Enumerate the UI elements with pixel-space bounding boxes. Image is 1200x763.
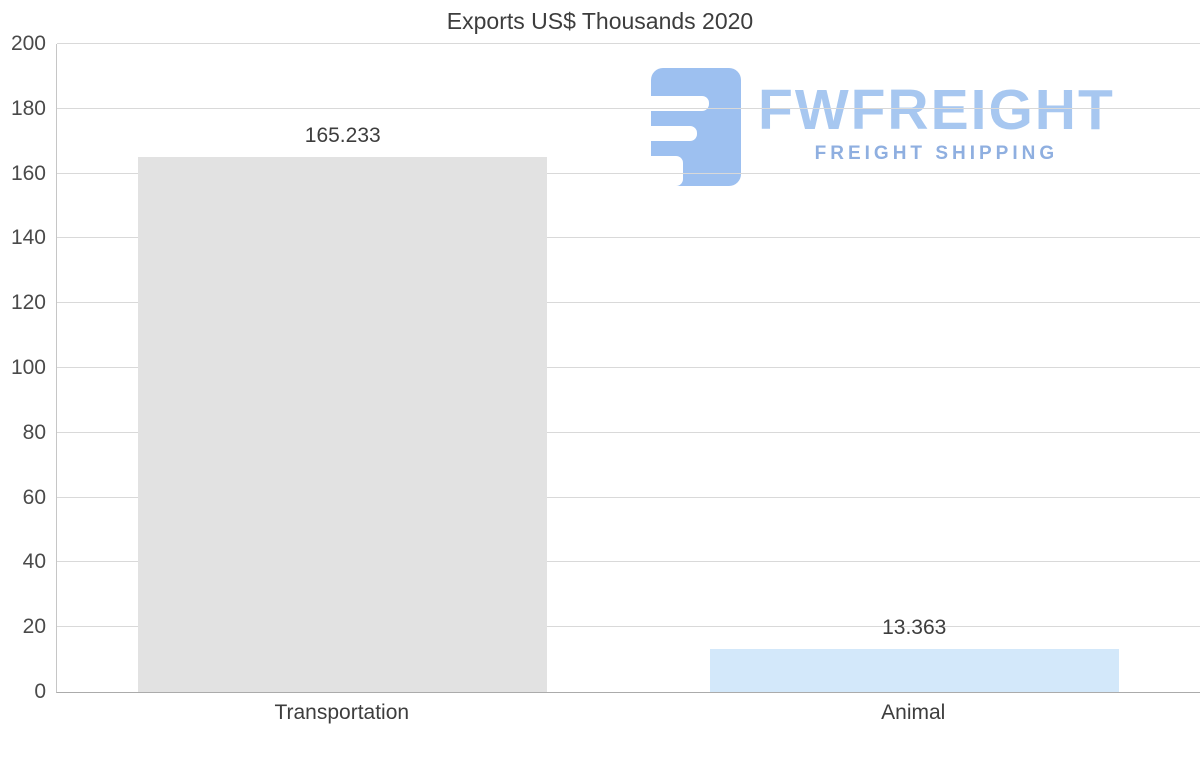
bar-value-label: 165.233 (304, 123, 381, 147)
logo-tagline: FREIGHT SHIPPING (814, 143, 1059, 164)
x-axis: Transportation Animal (56, 701, 1199, 725)
gridline (57, 43, 1200, 44)
x-axis-label: Transportation (274, 701, 410, 724)
y-tick-label: 20 (22, 615, 46, 639)
gridlines (57, 43, 1200, 692)
y-tick-label: 180 (10, 96, 46, 120)
y-tick-label: 160 (10, 161, 46, 185)
y-tick-label: 140 (10, 226, 46, 250)
fwfreight-logo-icon (648, 68, 741, 186)
chart-title: Exports US$ Thousands 2020 (446, 8, 754, 34)
bar-slot: 13.363 (629, 44, 1200, 692)
logo-text: FWFREIGHT FREIGHT SHIPPING (758, 68, 1115, 165)
logo-wordmark: FWFREIGHT (758, 78, 1115, 142)
gridline (57, 172, 1200, 174)
y-tick-label: 80 (22, 420, 46, 444)
gridline (57, 431, 1200, 433)
plot-area: 165.233 13.363 (56, 43, 1200, 693)
y-tick-label: 40 (22, 550, 46, 574)
bar-slot: 165.233 (57, 44, 629, 692)
gridline (57, 496, 1200, 498)
x-axis-label: Animal (881, 701, 946, 724)
y-tick-label: 100 (10, 356, 46, 379)
y-tick-label: 0 (34, 680, 46, 703)
fwfreight-logo: FWFREIGHT FREIGHT SHIPPING (648, 68, 1115, 186)
y-tick-label: 60 (22, 485, 46, 509)
gridline (57, 626, 1200, 628)
y-axis: 0 20 40 60 80 100 120 140 160 180 200 (0, 32, 46, 703)
bar-value-label: 13.363 (882, 615, 947, 639)
y-tick-label: 200 (10, 32, 46, 55)
y-tick-label: 120 (10, 291, 46, 315)
gridline (57, 107, 1200, 109)
gridline (57, 367, 1200, 368)
gridline (57, 561, 1200, 563)
bars: 165.233 13.363 (57, 44, 1200, 692)
bar-animal: 13.363 (709, 616, 1119, 692)
gridline (57, 302, 1200, 304)
bar-transportation: 165.233 (138, 124, 548, 692)
gridline (57, 237, 1200, 239)
